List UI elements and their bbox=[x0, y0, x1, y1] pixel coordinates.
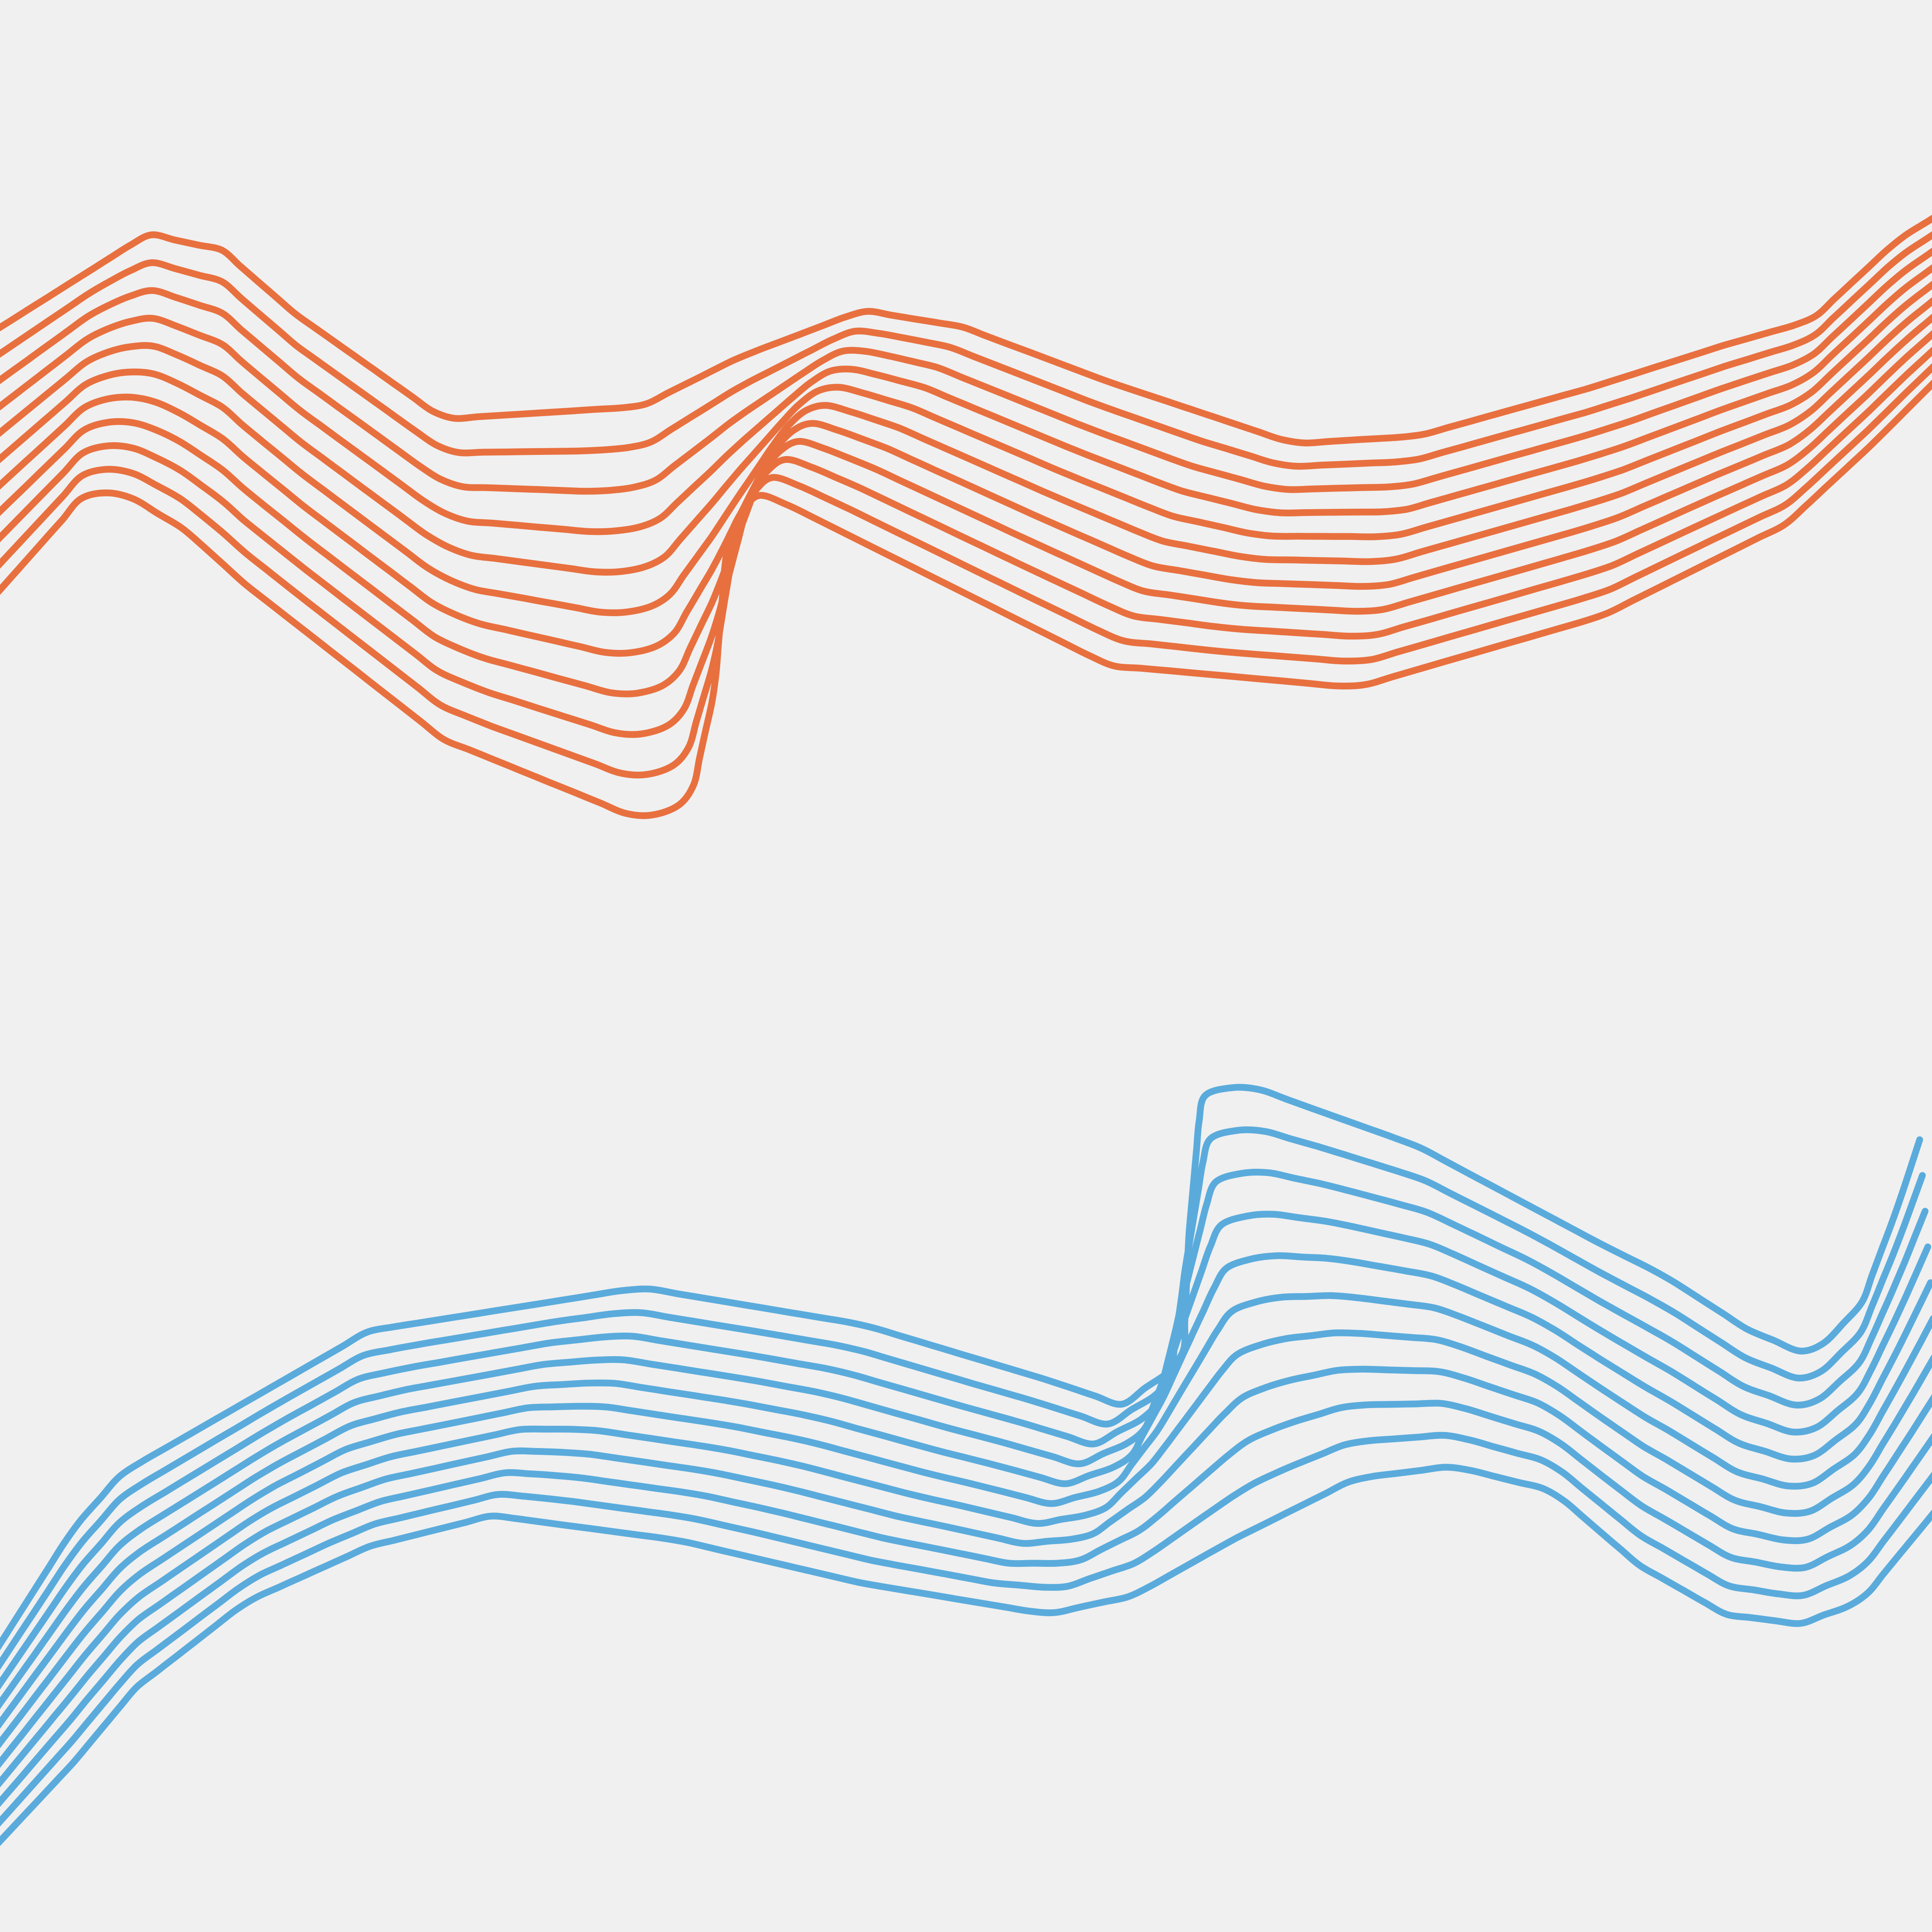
lower-line-5 bbox=[0, 1252, 1932, 1729]
upper-line-7 bbox=[0, 313, 1932, 657]
upper-line-3 bbox=[0, 248, 1932, 495]
upper-line-1 bbox=[0, 214, 1932, 446]
lower-line-10 bbox=[0, 1432, 1932, 1827]
lower-line-9 bbox=[0, 1400, 1932, 1807]
upper-line-4 bbox=[0, 264, 1932, 535]
lower-line-11 bbox=[0, 1464, 1932, 1846]
upper-line-5 bbox=[0, 281, 1932, 576]
upper-line-6 bbox=[0, 297, 1932, 616]
lower-line-7 bbox=[0, 1329, 1932, 1768]
lower-line-6 bbox=[0, 1292, 1932, 1748]
upper-line-11 bbox=[0, 379, 1932, 819]
lower-line-2 bbox=[0, 1126, 1926, 1670]
lower-line-1 bbox=[0, 1084, 1923, 1651]
lower-wave-group bbox=[0, 1084, 1932, 1846]
lower-line-8 bbox=[0, 1365, 1932, 1788]
upper-line-2 bbox=[0, 231, 1932, 470]
upper-line-10 bbox=[0, 363, 1932, 779]
upper-line-9 bbox=[0, 347, 1932, 738]
lower-line-4 bbox=[0, 1211, 1932, 1709]
upper-line-8 bbox=[0, 330, 1932, 697]
lower-line-3 bbox=[0, 1168, 1929, 1690]
upper-wave-group bbox=[0, 214, 1932, 819]
